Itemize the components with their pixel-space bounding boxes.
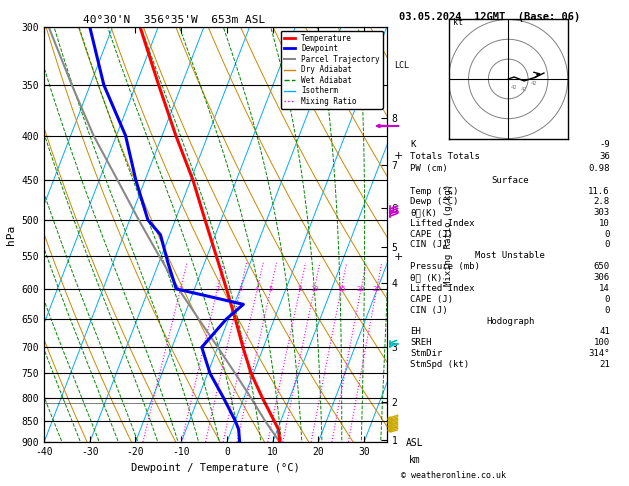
Text: 10: 10	[599, 219, 610, 228]
Text: 0.98: 0.98	[588, 164, 610, 174]
Text: 42: 42	[521, 87, 527, 92]
Text: Mixing Ratio (g/kg): Mixing Ratio (g/kg)	[444, 183, 453, 286]
Text: 42: 42	[531, 81, 537, 86]
Text: 15: 15	[337, 286, 345, 292]
Text: EH: EH	[411, 328, 421, 336]
Text: StmSpd (kt): StmSpd (kt)	[411, 360, 470, 368]
Text: LCL: LCL	[394, 61, 409, 70]
X-axis label: Dewpoint / Temperature (°C): Dewpoint / Temperature (°C)	[131, 463, 300, 473]
Text: 303: 303	[594, 208, 610, 217]
Text: K: K	[411, 140, 416, 149]
Text: PW (cm): PW (cm)	[411, 164, 448, 174]
Text: 2.8: 2.8	[594, 197, 610, 207]
Text: 306: 306	[594, 273, 610, 282]
Text: 20: 20	[357, 286, 365, 292]
Text: 0: 0	[604, 295, 610, 304]
Text: 25: 25	[372, 286, 381, 292]
Legend: Temperature, Dewpoint, Parcel Trajectory, Dry Adiabat, Wet Adiabat, Isotherm, Mi: Temperature, Dewpoint, Parcel Trajectory…	[281, 31, 383, 109]
Text: Most Unstable: Most Unstable	[475, 251, 545, 260]
Text: 11.6: 11.6	[588, 187, 610, 195]
Text: 0: 0	[604, 306, 610, 315]
Text: 100: 100	[594, 338, 610, 347]
Text: 3: 3	[238, 286, 243, 292]
Text: 41: 41	[599, 328, 610, 336]
Text: 1: 1	[179, 286, 182, 292]
Text: +: +	[394, 151, 403, 161]
Text: ASL: ASL	[406, 438, 423, 448]
Text: 650: 650	[594, 262, 610, 271]
Text: 4: 4	[255, 286, 259, 292]
Text: CAPE (J): CAPE (J)	[411, 230, 454, 239]
Text: θᴇ(K): θᴇ(K)	[411, 208, 437, 217]
Text: Dewp (°C): Dewp (°C)	[411, 197, 459, 207]
Title: 40°30'N  356°35'W  653m ASL: 40°30'N 356°35'W 653m ASL	[83, 15, 265, 25]
Text: kt: kt	[453, 18, 463, 27]
Text: Totals Totals: Totals Totals	[411, 152, 481, 161]
Text: Surface: Surface	[491, 176, 529, 185]
Y-axis label: hPa: hPa	[6, 225, 16, 244]
Text: SREH: SREH	[411, 338, 432, 347]
Text: 03.05.2024  12GMT  (Base: 06): 03.05.2024 12GMT (Base: 06)	[399, 12, 581, 22]
Text: +: +	[394, 252, 403, 261]
Text: 42: 42	[511, 85, 518, 90]
Text: StmDir: StmDir	[411, 349, 443, 358]
Text: Pressure (mb): Pressure (mb)	[411, 262, 481, 271]
Text: Lifted Index: Lifted Index	[411, 219, 475, 228]
Text: 0: 0	[604, 230, 610, 239]
Text: km: km	[408, 455, 420, 465]
Text: Hodograph: Hodograph	[486, 317, 534, 326]
Text: 10: 10	[310, 286, 319, 292]
Text: 314°: 314°	[588, 349, 610, 358]
Text: 21: 21	[599, 360, 610, 368]
Text: © weatheronline.co.uk: © weatheronline.co.uk	[401, 471, 506, 480]
Text: 2: 2	[215, 286, 220, 292]
Text: 36: 36	[599, 152, 610, 161]
Text: θᴇ (K): θᴇ (K)	[411, 273, 443, 282]
Text: 14: 14	[599, 284, 610, 293]
Text: CAPE (J): CAPE (J)	[411, 295, 454, 304]
Text: 5: 5	[269, 286, 273, 292]
Text: -9: -9	[599, 140, 610, 149]
Text: CIN (J): CIN (J)	[411, 306, 448, 315]
Text: Temp (°C): Temp (°C)	[411, 187, 459, 195]
Text: 8: 8	[298, 286, 302, 292]
Text: CIN (J): CIN (J)	[411, 241, 448, 249]
Text: 0: 0	[604, 241, 610, 249]
Text: Lifted Index: Lifted Index	[411, 284, 475, 293]
